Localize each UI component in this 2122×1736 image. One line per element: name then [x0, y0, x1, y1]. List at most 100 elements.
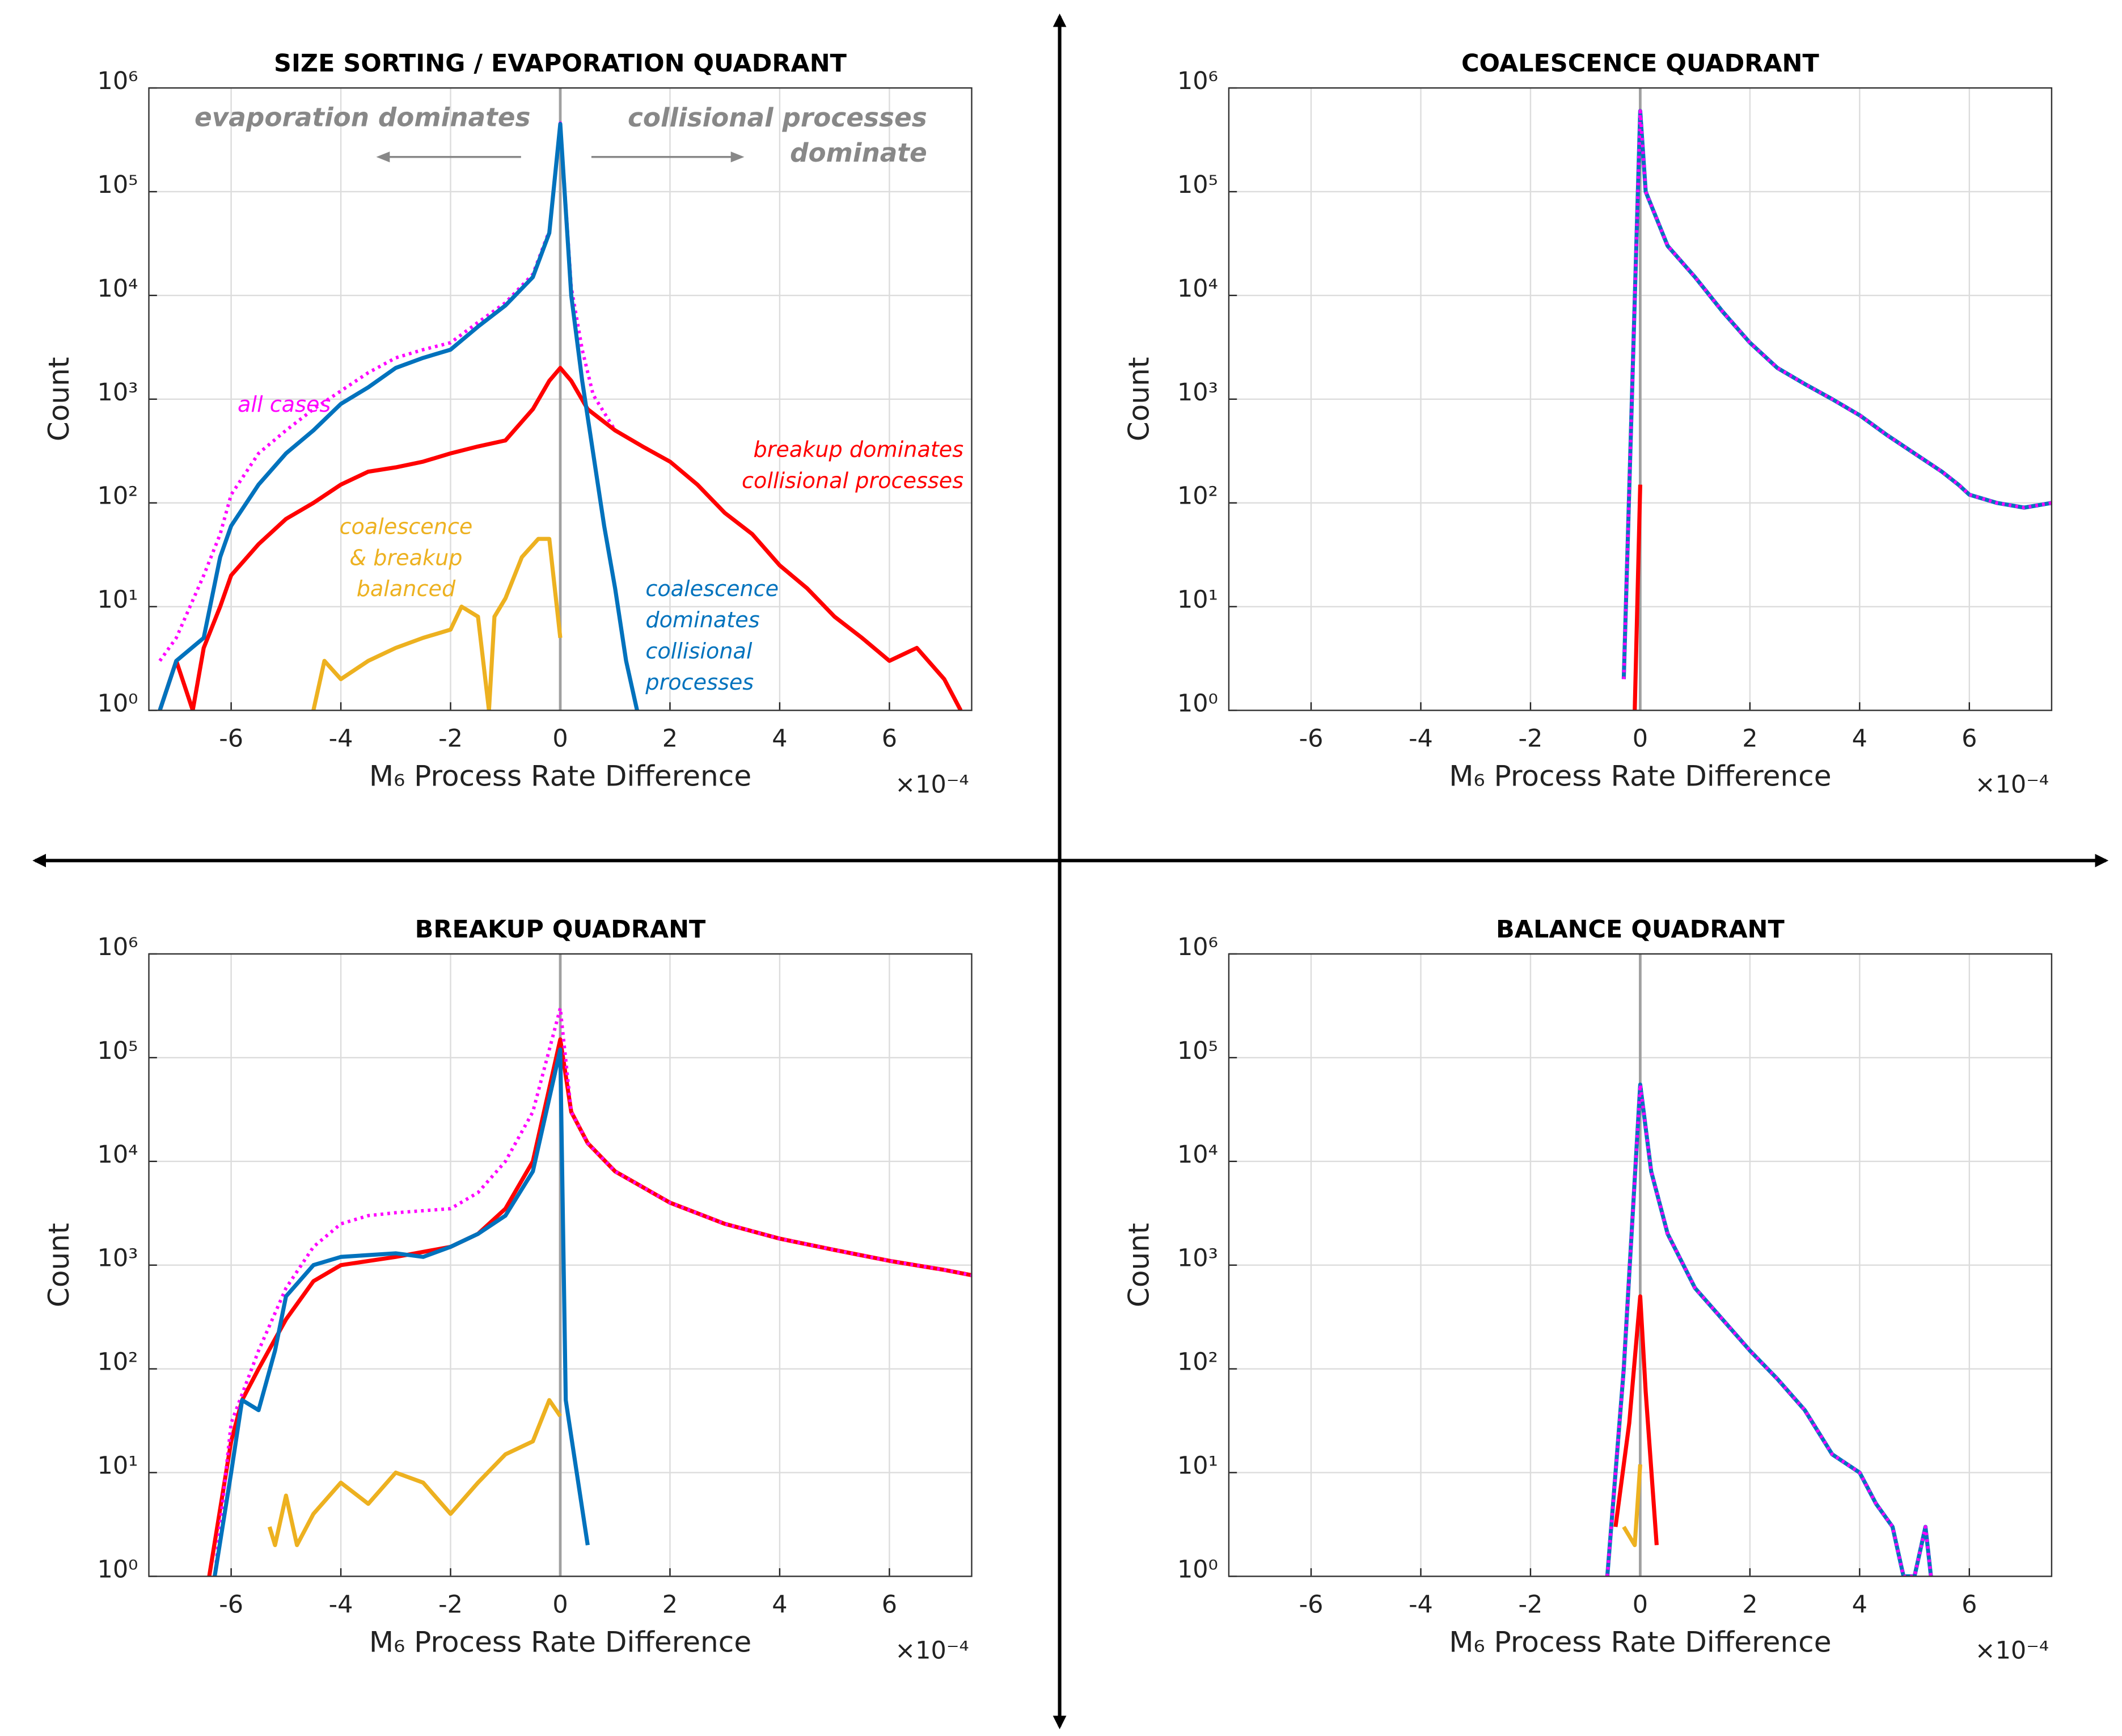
axes-frame: [148, 87, 973, 711]
x-tick-label: 4: [772, 725, 787, 753]
y-tick-label: 10²: [98, 1348, 138, 1376]
annotation: collisional processes dominate: [628, 102, 927, 167]
y-tick-label: 10⁶: [1177, 933, 1218, 961]
x-tick-label: -4: [1409, 1590, 1433, 1619]
y-tick-label: 10³: [98, 378, 138, 407]
x-tick-label: 2: [1742, 725, 1757, 753]
x-tick-label: -6: [219, 725, 243, 753]
axes-frame: [148, 953, 973, 1577]
axes-frame: [1228, 87, 2053, 711]
axes-frame: [1228, 953, 2053, 1577]
series-label: coalescence & breakup balanced: [340, 514, 473, 602]
x-tick-label: 0: [552, 725, 568, 753]
x-tick-label: -2: [1519, 725, 1543, 753]
y-tick-label: 10⁴: [98, 274, 138, 303]
x-tick-label: 4: [1852, 725, 1867, 753]
series-label: all cases: [238, 392, 331, 417]
x-tick-label: 2: [662, 1590, 678, 1619]
y-tick-label: 10⁵: [98, 171, 138, 199]
x-multiplier: ×10⁻⁴: [1975, 1637, 2049, 1665]
series-line: [1605, 1082, 1933, 1577]
y-axis-label: Count: [1122, 1223, 1155, 1307]
x-tick-label: 6: [1962, 725, 1977, 753]
annotation: evaporation dominates: [195, 102, 531, 132]
x-tick-label: -6: [1299, 1590, 1324, 1619]
x-axis-label: M₆ Process Rate Difference: [1449, 759, 1831, 792]
x-tick-label: 4: [1852, 1590, 1867, 1619]
series-group: [1605, 1082, 1933, 1577]
y-tick-label: 10⁰: [1177, 690, 1218, 718]
y-tick-label: 10³: [1177, 378, 1218, 407]
x-tick-label: -2: [438, 725, 463, 753]
x-tick-label: -2: [1519, 1590, 1543, 1619]
series-line: [213, 1006, 972, 1577]
panel: -6 -4 -2 0 2 4 6 10⁰ 10¹ 10² 10³ 10⁴ 10⁵ 10⁶ all cases…: [42, 49, 973, 799]
x-tick-label: -4: [329, 725, 353, 753]
y-tick-label: 10⁰: [98, 1555, 138, 1583]
y-tick-label: 10⁶: [98, 933, 138, 961]
x-tick-label: -4: [1409, 725, 1433, 753]
x-axis-label: M₆ Process Rate Difference: [369, 1625, 751, 1658]
x-tick-label: -6: [219, 1590, 243, 1619]
x-tick-label: -6: [1299, 725, 1324, 753]
x-multiplier: ×10⁻⁴: [1975, 771, 2049, 799]
series-line: [158, 121, 639, 711]
x-axis-label: M₆ Process Rate Difference: [1449, 1625, 1831, 1658]
series-line: [267, 1398, 562, 1547]
y-tick-label: 10²: [1177, 482, 1218, 510]
x-axis-label: M₆ Process Rate Difference: [369, 759, 751, 792]
y-tick-label: 10⁴: [98, 1141, 138, 1169]
y-tick-label: 10¹: [1177, 1452, 1218, 1480]
panel: -6 -4 -2 0 2 4 6 10⁰ 10¹ 10² 10³ 10⁴ 10⁵ 10⁶ BALANCE Q…: [1122, 915, 2053, 1665]
x-tick-label: 2: [662, 725, 678, 753]
y-tick-label: 10⁰: [98, 690, 138, 718]
x-tick-label: -2: [438, 1590, 463, 1619]
y-axis-label: Count: [42, 1223, 75, 1307]
series-line: [1622, 109, 2052, 679]
x-tick-label: 0: [1633, 1590, 1648, 1619]
series-label: coalescence dominates collisional processes: [645, 577, 779, 695]
series-group: [207, 1006, 972, 1577]
y-tick-label: 10³: [98, 1244, 138, 1273]
series-line: [311, 537, 563, 711]
series-line: [1633, 484, 1642, 711]
y-tick-label: 10⁶: [98, 67, 138, 95]
x-tick-label: 6: [882, 725, 897, 753]
x-tick-label: 4: [772, 1590, 787, 1619]
series-line: [1622, 1464, 1642, 1547]
series-label: breakup dominates collisional processes: [742, 437, 963, 493]
chart-title: BALANCE QUADRANT: [1496, 915, 1785, 944]
chart-title: COALESCENCE QUADRANT: [1461, 49, 1820, 78]
panel: -6 -4 -2 0 2 4 6 10⁰ 10¹ 10² 10³ 10⁴ 10⁵ 10⁶ COALESCEN…: [1122, 49, 2053, 799]
y-axis-label: Count: [42, 357, 75, 441]
y-tick-label: 10⁵: [1177, 1037, 1218, 1065]
y-tick-label: 10²: [98, 482, 138, 510]
series-line: [1613, 1294, 1659, 1545]
x-tick-label: 0: [1633, 725, 1648, 753]
y-axis-label: Count: [1122, 357, 1155, 441]
panel: -6 -4 -2 0 2 4 6 10⁰ 10¹ 10² 10³ 10⁴ 10⁵ 10⁶ BREAKUP Q…: [42, 915, 973, 1665]
y-tick-label: 10⁴: [1177, 274, 1218, 303]
series-line: [158, 366, 963, 711]
y-tick-label: 10⁴: [1177, 1141, 1218, 1169]
y-tick-label: 10⁵: [98, 1037, 138, 1065]
y-tick-label: 10¹: [1177, 586, 1218, 614]
series-group: [1621, 109, 2052, 711]
chart-title: BREAKUP QUADRANT: [415, 915, 706, 944]
series-group: [158, 121, 963, 711]
series-line: [213, 1047, 590, 1577]
y-tick-label: 10¹: [98, 586, 138, 614]
x-tick-label: 2: [1742, 1590, 1757, 1619]
x-tick-label: 6: [882, 1590, 897, 1619]
y-tick-label: 10⁶: [1177, 67, 1218, 95]
x-multiplier: ×10⁻⁴: [895, 1637, 969, 1665]
y-tick-label: 10²: [1177, 1348, 1218, 1376]
chart-title: SIZE SORTING / EVAPORATION QUADRANT: [274, 49, 847, 78]
x-tick-label: 0: [552, 1590, 568, 1619]
y-tick-label: 10⁰: [1177, 1555, 1218, 1583]
y-tick-label: 10¹: [98, 1452, 138, 1480]
y-tick-label: 10³: [1177, 1244, 1218, 1273]
x-tick-label: 6: [1962, 1590, 1977, 1619]
x-tick-label: -4: [329, 1590, 353, 1619]
